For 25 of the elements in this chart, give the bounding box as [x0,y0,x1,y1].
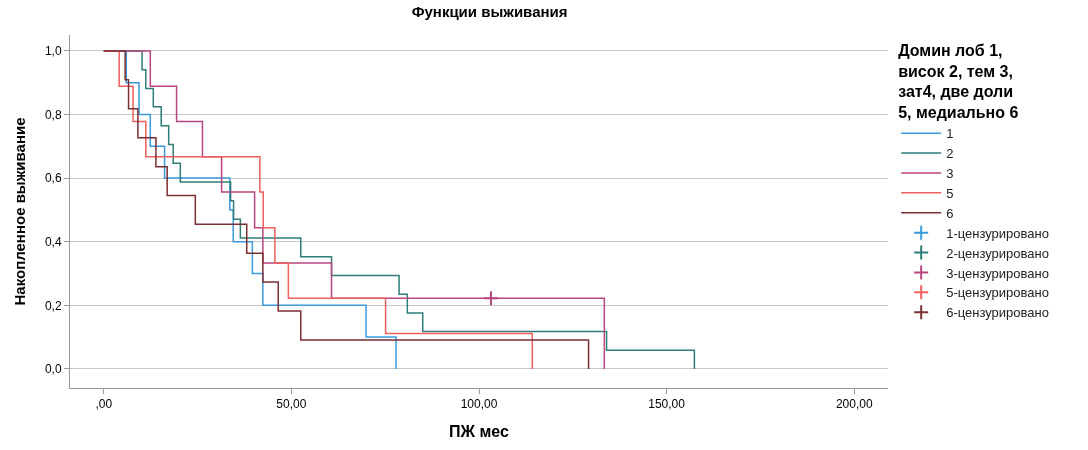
legend-label: 5-цензурировано [946,285,1049,301]
legend-label: 6 [946,205,954,221]
legend-label: 1 [946,126,954,142]
y-tick-label: 0,2 [44,298,62,313]
x-tick-label: 200,00 [835,397,873,412]
legend-label: 5 [946,185,954,201]
legend-label: 6-цензурировано [946,305,1049,321]
y-tick-label: 0,4 [44,234,62,249]
y-tick-label: 0,0 [44,362,62,377]
x-tick-label: 50,00 [276,397,307,412]
x-tick-label: 100,00 [460,397,498,412]
y-tick-label: 0,8 [44,107,62,122]
y-axis-title: Накопленное выживание [11,117,29,306]
x-tick-label: 150,00 [648,397,686,412]
chart-title: Функции выживания [411,3,568,21]
x-tick-label: ,00 [95,397,113,412]
legend-label: 2 [946,146,954,162]
x-axis-title: ПЖ мес [449,423,510,441]
y-tick-label: 1,0 [44,44,62,59]
legend-title: Домин лоб 1, висок 2, тем 3, зат4, две доли 5, медиально 6 [898,41,1019,122]
legend-label: 3 [946,166,954,182]
legend-label: 3-цензурировано [946,265,1049,281]
y-tick-label: 0,6 [44,171,62,186]
legend-label: 1-цензурировано [946,225,1049,241]
legend-label: 2-цензурировано [946,245,1049,261]
